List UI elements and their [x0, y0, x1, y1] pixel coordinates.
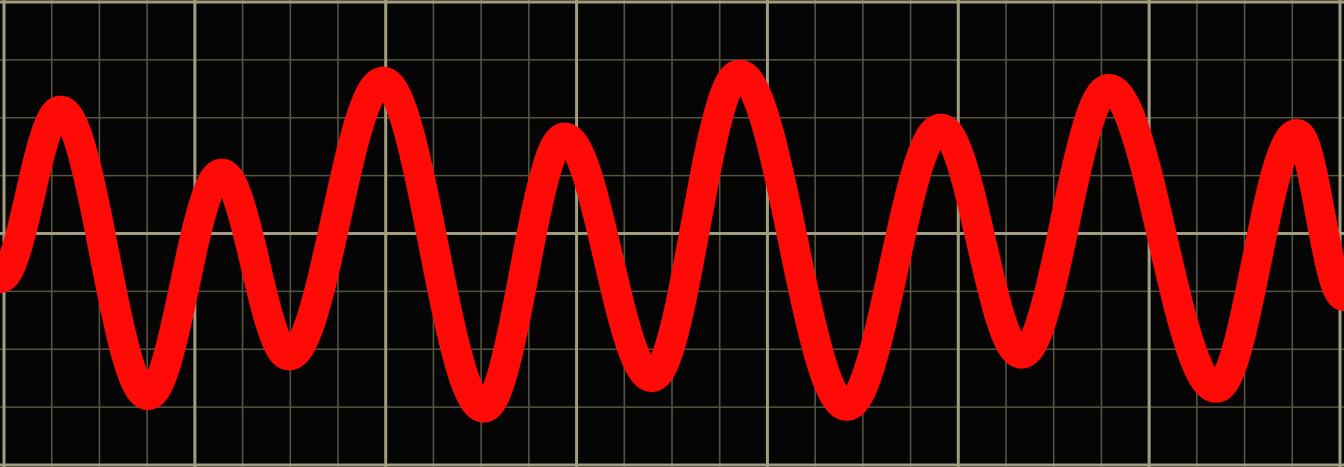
waveform-trace: [0, 59, 1344, 423]
